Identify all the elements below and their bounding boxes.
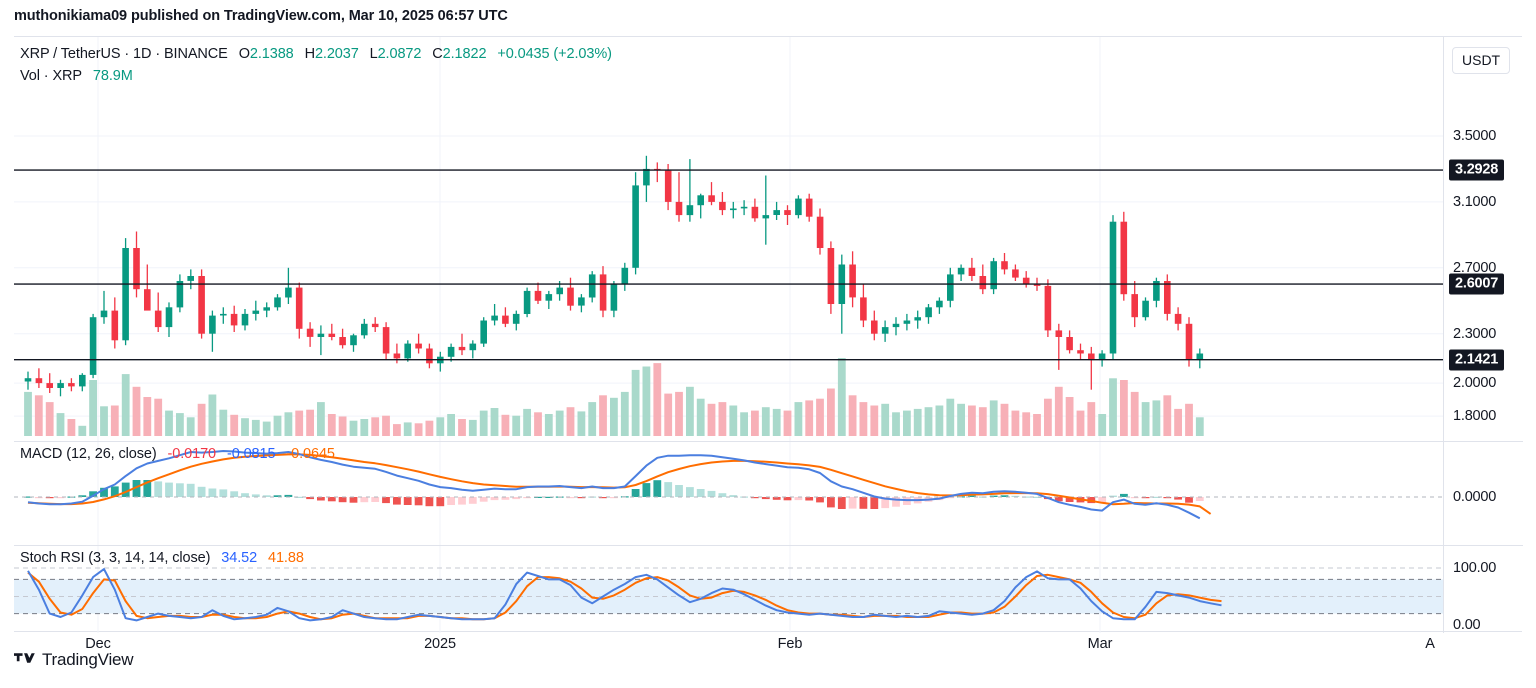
plot-column: XRP / TetherUS · 1D · BINANCE O2.1388 H2…	[14, 37, 1443, 633]
price-tick: 3.1000	[1453, 193, 1497, 210]
macd-tick: 0.0000	[1453, 489, 1497, 505]
price-tick: 2.7000	[1453, 259, 1497, 276]
time-axis-label: 2025	[424, 636, 456, 652]
price-tick: 2.3000	[1453, 325, 1497, 342]
tradingview-logo-icon	[14, 653, 35, 663]
macd-pane[interactable]: MACD (12, 26, close) -0.0170 -0.0815 -0.…	[14, 441, 1443, 545]
macd-canvas	[14, 442, 1443, 545]
stoch-rsi-scale[interactable]: 100.00 0.00	[1444, 545, 1523, 633]
macd-scale[interactable]: 0.0000	[1444, 441, 1523, 545]
time-axis-label: Mar	[1087, 636, 1113, 652]
right-scale-column[interactable]: USDT 3.5000 3.1000 2.7000 2.3000 2.0000 1.800…	[1443, 37, 1523, 633]
time-axis[interactable]: Dec 2025 Feb Mar A	[14, 632, 1522, 666]
currency-chip[interactable]: USDT	[1452, 47, 1511, 74]
chart-frame: XRP / TetherUS · 1D · BINANCE O2.1388 H2…	[14, 36, 1523, 633]
tradingview-wordmark: TradingView	[42, 650, 134, 669]
price-tick: 2.0000	[1453, 375, 1497, 392]
time-axis-label: Feb	[777, 636, 803, 652]
price-tick: 1.8000	[1453, 408, 1497, 425]
time-axis-label: Dec	[85, 636, 111, 652]
stoch-rsi-tick: 100.00	[1453, 560, 1497, 576]
price-scale[interactable]: USDT 3.5000 3.1000 2.7000 2.3000 2.0000 1.800…	[1444, 37, 1523, 441]
stoch-rsi-canvas	[14, 546, 1443, 633]
time-axis-label: A	[1425, 636, 1435, 652]
stoch-rsi-pane[interactable]: Stoch RSI (3, 3, 14, 14, close) 34.52 41…	[14, 545, 1443, 633]
price-badge[interactable]: 3.2928	[1449, 159, 1505, 181]
price-pane[interactable]: XRP / TetherUS · 1D · BINANCE O2.1388 H2…	[14, 37, 1443, 441]
price-badge[interactable]: 2.1421	[1449, 349, 1505, 371]
price-candlestick-canvas	[14, 37, 1443, 441]
price-tick: 3.5000	[1453, 128, 1497, 144]
stoch-rsi-tick: 0.00	[1453, 617, 1481, 633]
tradingview-logo: TradingView	[14, 650, 134, 670]
published-by-line: muthonikiama09 published on TradingView.…	[14, 8, 508, 24]
price-badge[interactable]: 2.6007	[1449, 273, 1505, 295]
